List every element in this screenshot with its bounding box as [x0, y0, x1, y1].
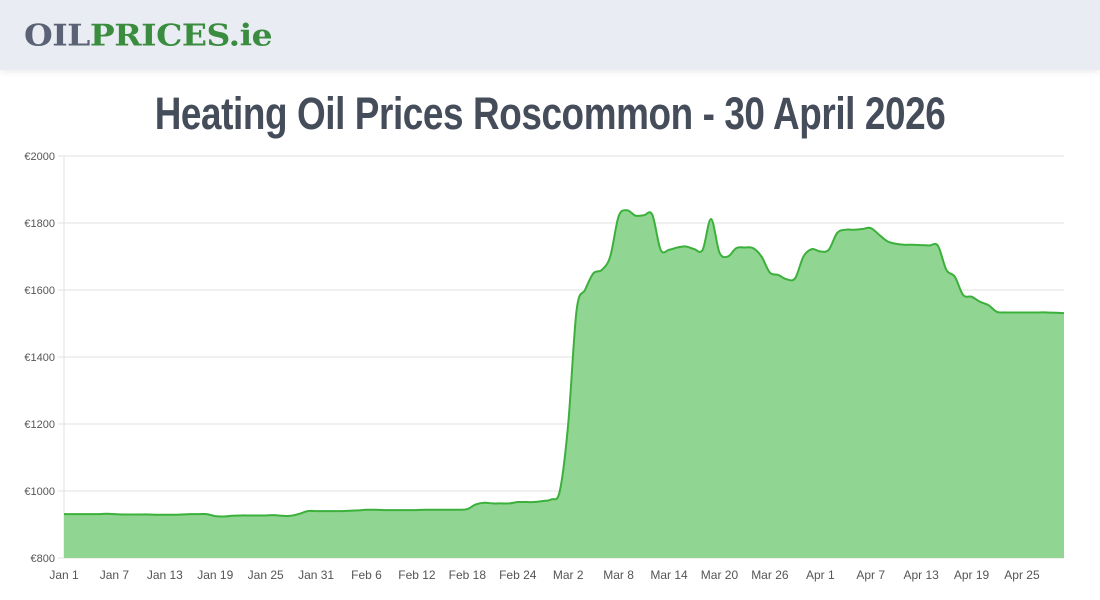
x-tick-label: Jan 31 — [298, 568, 334, 582]
y-axis: €800 €1000 €1200 €1400 €1600 €1800 €2000 — [24, 151, 55, 565]
x-tick-label: Feb 18 — [449, 568, 487, 582]
x-tick-label: Jan 1 — [49, 568, 79, 582]
logo-text-oil: OIL — [24, 17, 90, 53]
x-tick-label: Feb 6 — [351, 568, 382, 582]
x-tick-label: Mar 2 — [553, 568, 584, 582]
x-tick-label: Apr 25 — [1004, 568, 1040, 582]
y-tick-label: €1800 — [24, 218, 55, 230]
x-tick-label: Apr 1 — [806, 568, 835, 582]
site-logo[interactable]: OILPRICES.ie — [24, 17, 273, 54]
logo-text-prices: PRICES.ie — [89, 17, 273, 53]
chart-canvas: €800 €1000 €1200 €1400 €1600 €1800 €2000 Jan 1… — [24, 151, 1065, 582]
x-tick-label: Mar 14 — [650, 568, 688, 582]
price-area — [64, 210, 1064, 559]
y-tick-label: €2000 — [24, 151, 55, 163]
x-tick-label: Feb 24 — [499, 568, 537, 582]
price-chart: €800 €1000 €1200 €1400 €1600 €1800 €2000 Jan 1… — [0, 140, 1100, 600]
y-tick-label: €1200 — [24, 419, 55, 431]
y-tick-label: €1400 — [24, 352, 55, 364]
x-tick-label: Jan 13 — [147, 568, 183, 582]
y-tick-label: €1000 — [24, 486, 55, 498]
y-tick-label: €1600 — [24, 285, 55, 297]
x-tick-label: Mar 8 — [603, 568, 634, 582]
price-line — [64, 209, 1065, 518]
x-tick-label: Jan 19 — [197, 568, 233, 582]
x-tick-label: Apr 7 — [856, 568, 885, 582]
x-tick-label: Jan 25 — [248, 568, 284, 582]
x-axis: Jan 1 Jan 7 Jan 13 Jan 19 Jan 25 Jan 31 Feb 6 F… — [49, 568, 1040, 582]
x-tick-label: Feb 12 — [398, 568, 436, 582]
y-tick-label: €800 — [31, 553, 55, 565]
page-title: Heating Oil Prices Roscommon - 30 April … — [154, 88, 946, 139]
x-tick-label: Mar 26 — [751, 568, 789, 582]
chart-gridlines — [58, 155, 1064, 559]
x-tick-label: Jan 7 — [100, 568, 130, 582]
x-tick-label: Mar 20 — [701, 568, 739, 582]
site-header: OILPRICES.ie — [0, 0, 1100, 70]
x-tick-label: Apr 13 — [903, 568, 939, 582]
x-tick-label: Apr 19 — [954, 568, 990, 582]
